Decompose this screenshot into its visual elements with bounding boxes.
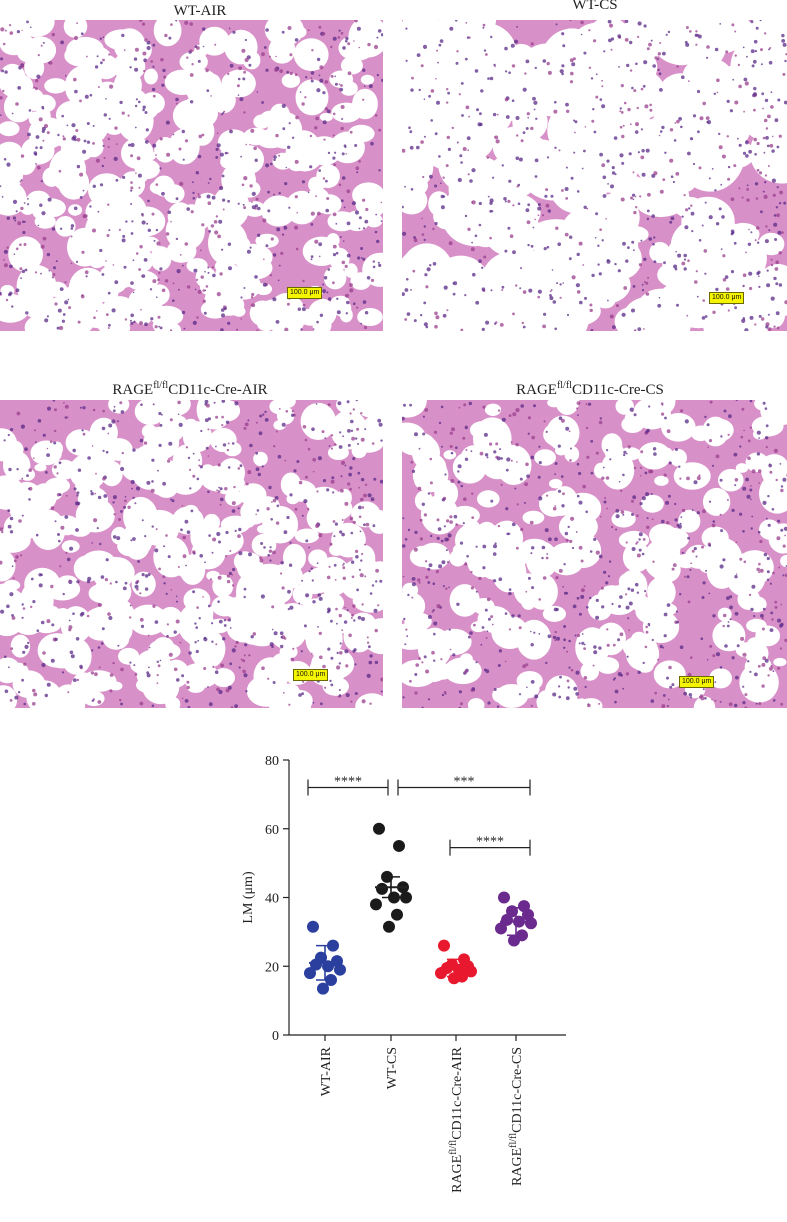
y-tick-label: 60 bbox=[265, 823, 279, 838]
data-point bbox=[400, 891, 412, 904]
data-point bbox=[501, 913, 513, 926]
data-point bbox=[317, 982, 329, 995]
y-tick-label: 20 bbox=[265, 960, 279, 975]
micrograph-wt-cs bbox=[402, 20, 787, 331]
data-point bbox=[393, 839, 405, 852]
micrograph-rage-cs bbox=[402, 400, 787, 708]
scale-bar-rage-air: 100.0 μm bbox=[293, 669, 329, 681]
panel-title-wt-cs: WT-CS bbox=[572, 0, 618, 13]
data-point bbox=[334, 963, 346, 976]
significance-label: **** bbox=[334, 775, 362, 790]
y-axis-label: LM (μm) bbox=[241, 871, 256, 924]
data-point bbox=[376, 882, 388, 895]
lm-scatter-chart: 0 20 40 60 80 LM (μm) WT-AIR WT-CS RAGEfl/flCD11… bbox=[241, 754, 566, 1193]
data-point bbox=[525, 917, 537, 930]
y-tick-label: 0 bbox=[272, 1029, 279, 1044]
y-tick-label: 80 bbox=[265, 754, 279, 769]
data-point bbox=[438, 939, 450, 952]
scale-bar-wt-air: 100.0 μm bbox=[287, 287, 323, 299]
scale-bar-rage-cs: 100.0 μm bbox=[679, 676, 715, 688]
panel-title-rage-air: RAGEfl/flCD11c-Cre-AIR bbox=[112, 380, 268, 398]
data-point bbox=[310, 958, 322, 971]
chart-axes: 0 20 40 60 80 LM (μm) WT-AIR WT-CS RAGEfl/flCD11… bbox=[241, 754, 566, 1193]
data-point bbox=[370, 898, 382, 911]
scale-bar-wt-cs: 100.0 μm bbox=[709, 292, 745, 304]
x-tick-label: RAGEfl/flCD11c-Cre-CS bbox=[508, 1047, 525, 1186]
panel-title-rage-cs: RAGEfl/flCD11c-Cre-CS bbox=[516, 380, 664, 398]
data-point bbox=[383, 920, 395, 933]
x-tick-label: WT-AIR bbox=[319, 1046, 334, 1096]
data-point bbox=[304, 967, 316, 980]
panel-title-wt-air: WT-AIR bbox=[173, 3, 227, 19]
chart-marks: **** ******* bbox=[304, 775, 537, 995]
x-tick-label: RAGEfl/flCD11c-Cre-AIR bbox=[448, 1046, 465, 1193]
data-point bbox=[498, 891, 510, 904]
data-point bbox=[435, 967, 447, 980]
significance-label: *** bbox=[454, 775, 475, 790]
data-point bbox=[373, 822, 385, 835]
data-point bbox=[307, 920, 319, 933]
x-tick-label: WT-CS bbox=[385, 1047, 400, 1089]
data-point bbox=[495, 922, 507, 935]
significance-label: **** bbox=[476, 835, 504, 850]
data-point bbox=[448, 972, 460, 985]
micrograph-rage-air bbox=[0, 400, 383, 708]
data-point bbox=[391, 908, 403, 921]
micrograph-wt-air bbox=[0, 20, 383, 331]
y-tick-label: 40 bbox=[265, 892, 279, 907]
data-point bbox=[508, 934, 520, 947]
